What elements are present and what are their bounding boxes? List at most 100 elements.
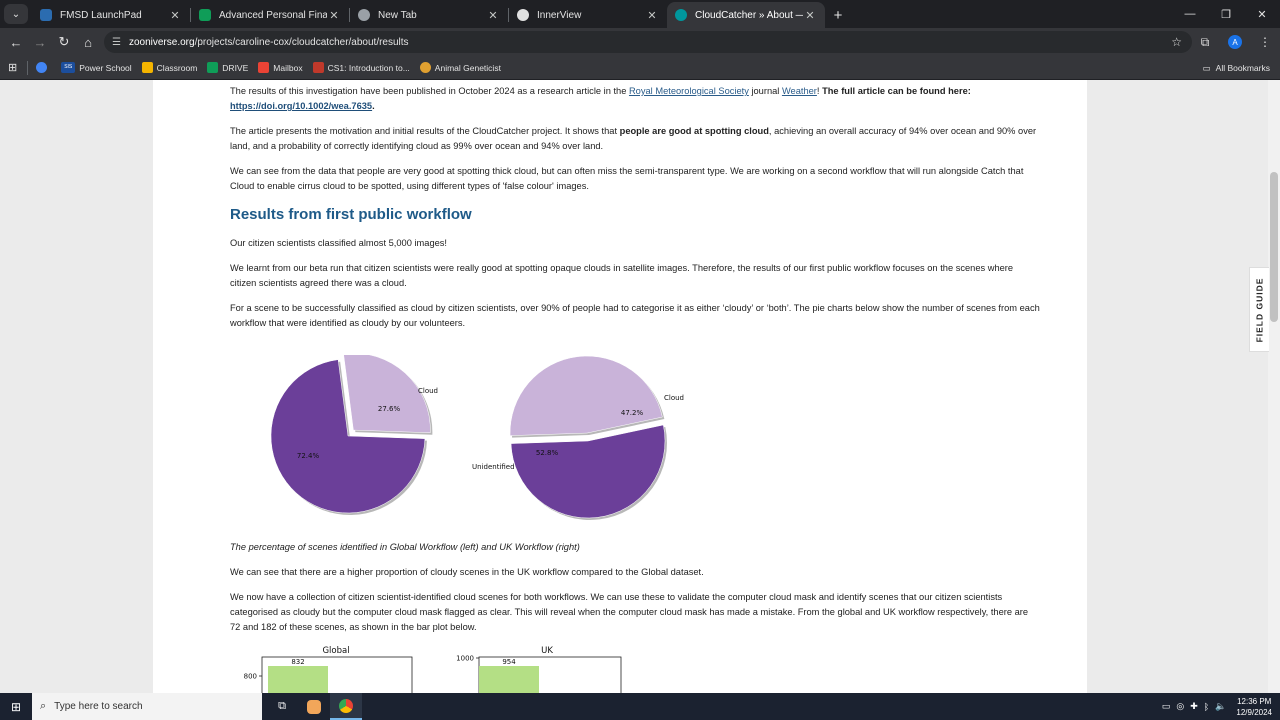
tab-cloudcatcher[interactable]: CloudCatcher » About — Zooniv ✕ <box>667 2 825 28</box>
taskbar-app-chrome[interactable] <box>330 693 362 720</box>
bookmarks-bar: ⊞ SIS Power School Classroom DRIVE Mailbo… <box>0 56 1280 80</box>
network-icon[interactable]: ▭ <box>1161 701 1171 711</box>
page-scrollbar[interactable] <box>1268 80 1280 693</box>
task-view-icon: ⧉ <box>278 700 286 712</box>
doi-link[interactable]: https://doi.org/10.1002/wea.7635 <box>230 101 373 111</box>
tab-innerview[interactable]: InnerView ✕ <box>509 2 667 28</box>
y-tick-label: 1000 <box>456 655 474 663</box>
taskbar-search[interactable]: ⌕ Type here to search <box>32 693 262 720</box>
tab-new-tab[interactable]: New Tab ✕ <box>350 2 508 28</box>
tab-search-button[interactable]: ⌄ <box>4 4 28 24</box>
reload-button[interactable]: ↻ <box>52 30 76 54</box>
home-icon: ⌂ <box>84 34 92 50</box>
forward-button[interactable]: → <box>28 30 52 54</box>
weather-journal-link[interactable]: Weather <box>781 86 817 96</box>
publication-paragraph: The results of this investigation have b… <box>230 86 971 111</box>
cloud-icon <box>40 9 52 21</box>
address-bar[interactable]: ☰ zooniverse.org/projects/caroline-cox/c… <box>104 31 1192 53</box>
new-tab-button[interactable]: + <box>825 2 851 28</box>
close-window-button[interactable]: ✕ <box>1257 8 1267 21</box>
bar <box>268 666 328 693</box>
bar <box>479 666 539 693</box>
tab-strip: ⌄ FMSD LaunchPad ✕ Advanced Personal Fin… <box>0 0 1280 28</box>
chevron-down-icon: ⌄ <box>11 8 21 20</box>
bar-chart-uk: UK 954 1000 <box>456 646 622 693</box>
cs1-icon <box>312 62 324 73</box>
all-bookmarks-button[interactable]: ▭ All Bookmarks <box>1202 62 1270 74</box>
bookmark-cs1[interactable]: CS1: Introduction to... <box>312 62 410 73</box>
bookmark-star-icon[interactable]: ☆ <box>1171 35 1182 49</box>
bluetooth-icon[interactable]: ᛒ <box>1203 701 1210 712</box>
beta-run-paragraph: We learnt from our beta run that citizen… <box>230 263 1014 288</box>
innerview-icon <box>517 9 529 21</box>
home-button[interactable]: ⌂ <box>76 30 100 54</box>
zooniverse-icon <box>675 9 687 21</box>
bookmark-drive[interactable]: DRIVE <box>207 62 248 73</box>
classroom-icon <box>141 62 153 73</box>
pie-percent-label-unidentified: 52.8% <box>536 449 559 457</box>
profile-avatar[interactable]: A <box>1228 35 1242 49</box>
close-icon[interactable]: ✕ <box>647 9 657 22</box>
bar-value-label: 954 <box>502 658 516 666</box>
close-icon[interactable]: ✕ <box>329 9 339 22</box>
article-content: The results of this investigation have b… <box>230 84 1040 645</box>
close-icon[interactable]: ✕ <box>805 9 815 22</box>
extensions-icon[interactable]: ⧉ <box>1200 34 1210 49</box>
browser-toolbar: ← → ↻ ⌂ ☰ zooniverse.org/projects/caroli… <box>0 28 1280 56</box>
minimize-button[interactable]: — <box>1184 8 1196 20</box>
paint-icon <box>307 699 321 714</box>
pie-chart-caption: The percentage of scenes identified in G… <box>230 542 580 552</box>
volume-icon[interactable]: 🔈 <box>1215 701 1227 711</box>
windows-logo-icon: ⊞ <box>10 699 22 714</box>
address-url: zooniverse.org/projects/caroline-cox/clo… <box>128 36 409 48</box>
tab-personal-finance[interactable]: Advanced Personal Finance 3rd ✕ <box>191 2 349 28</box>
google-icon <box>36 62 48 73</box>
close-icon[interactable]: ✕ <box>170 9 180 22</box>
pie-percent-label-cloud: 47.2% <box>621 409 644 417</box>
bar-charts: Global 832 800 UK 954 1000 <box>244 646 622 693</box>
folder-icon: ▭ <box>1202 62 1211 73</box>
start-button[interactable]: ⊞ <box>0 693 32 720</box>
proportion-paragraph: We can see that there are a higher propo… <box>230 567 704 577</box>
tab-fmsd-launchpad[interactable]: FMSD LaunchPad ✕ <box>32 2 190 28</box>
book-icon <box>199 9 211 21</box>
gmail-icon <box>258 62 270 73</box>
teams-icon[interactable]: ✚ <box>1190 701 1198 711</box>
pie-legend-label-cloud: Cloud <box>418 387 438 395</box>
pie-percent-label-cloud: 27.6% <box>378 405 401 413</box>
window-controls: — ❐ ✕ <box>1172 0 1280 28</box>
validation-paragraph: We now have a collection of citizen scie… <box>230 592 1029 632</box>
scrollbar-thumb[interactable] <box>1270 172 1278 322</box>
chat-icon[interactable]: ◎ <box>1176 701 1185 711</box>
close-icon[interactable]: ✕ <box>488 9 498 22</box>
drive-icon <box>207 62 219 73</box>
y-tick-label: 800 <box>244 673 257 681</box>
task-view-button[interactable]: ⧉ <box>266 693 298 720</box>
site-info-icon[interactable]: ☰ <box>112 36 121 48</box>
animal-geneticist-icon <box>419 62 431 73</box>
classification-criteria-paragraph: For a scene to be successfully classifie… <box>230 303 1040 328</box>
restore-button[interactable]: ❐ <box>1221 8 1231 21</box>
pie-legend-label-unidentified: Unidentified <box>472 463 515 471</box>
bar-chart-title: Global <box>322 646 349 656</box>
pie-slice-cloud <box>509 355 663 436</box>
search-icon: ⌕ <box>40 700 47 712</box>
kebab-menu-icon[interactable]: ⋮ <box>1259 35 1271 49</box>
bookmark-animal-geneticist[interactable]: Animal Geneticist <box>419 62 501 73</box>
reload-icon: ↻ <box>58 34 70 49</box>
bookmark-classroom[interactable]: Classroom <box>141 62 197 73</box>
classified-count-paragraph: Our citizen scientists classified almost… <box>230 238 448 248</box>
cirrus-paragraph: We can see from the data that people are… <box>230 166 1024 191</box>
bookmark-power-school[interactable]: SIS Power School <box>61 62 132 73</box>
back-button[interactable]: ← <box>4 30 28 54</box>
system-clock[interactable]: 12:36 PM 12/9/2024 <box>1236 696 1272 717</box>
apps-grid-icon[interactable]: ⊞ <box>8 62 18 74</box>
field-guide-tab[interactable]: FIELD GUIDE <box>1249 267 1269 352</box>
bookmark-mailbox[interactable]: Mailbox <box>258 62 303 73</box>
rmets-link[interactable]: Royal Meteorological Society <box>628 86 749 96</box>
bookmark-google[interactable] <box>36 62 51 73</box>
motivation-paragraph: The article presents the motivation and … <box>230 126 1037 151</box>
taskbar-app-paint[interactable] <box>298 693 330 720</box>
sis-icon: SIS <box>61 62 76 73</box>
